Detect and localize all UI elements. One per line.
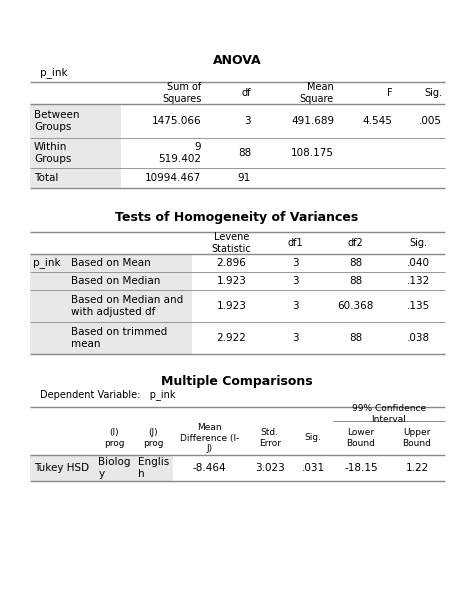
Bar <box>67 254 192 272</box>
Text: 1.923: 1.923 <box>216 301 246 311</box>
Text: Lower
Bound: Lower Bound <box>346 428 375 447</box>
Text: df2: df2 <box>348 238 364 248</box>
Text: Multiple Comparisons: Multiple Comparisons <box>161 376 313 389</box>
Text: Std.
Error: Std. Error <box>259 428 281 447</box>
Text: (J)
prog: (J) prog <box>143 428 164 447</box>
Text: -18.15: -18.15 <box>344 463 378 473</box>
Text: Upper
Bound: Upper Bound <box>402 428 431 447</box>
Text: 9
519.402: 9 519.402 <box>158 142 201 164</box>
Text: 3: 3 <box>292 276 299 286</box>
Text: Based on Median: Based on Median <box>72 276 161 286</box>
Bar <box>30 455 94 481</box>
Bar <box>67 290 192 322</box>
Text: F: F <box>387 88 392 98</box>
Text: Sum of
Squares: Sum of Squares <box>162 82 201 104</box>
Text: Dependent Variable:   p_ink: Dependent Variable: p_ink <box>40 389 175 400</box>
Bar <box>30 272 67 290</box>
Bar <box>67 272 192 290</box>
Bar <box>67 322 192 354</box>
Text: Sig.: Sig. <box>409 238 427 248</box>
Text: p_ink: p_ink <box>33 257 61 268</box>
Text: 108.175: 108.175 <box>291 148 334 158</box>
Bar <box>30 322 67 354</box>
Text: Englis
h: Englis h <box>138 457 169 479</box>
Text: 88: 88 <box>238 148 251 158</box>
Text: 3.023: 3.023 <box>255 463 284 473</box>
Text: 60.368: 60.368 <box>337 301 374 311</box>
Text: -8.464: -8.464 <box>192 463 226 473</box>
Bar <box>30 168 121 188</box>
Text: 1.923: 1.923 <box>216 276 246 286</box>
Text: Based on trimmed
mean: Based on trimmed mean <box>72 327 168 349</box>
Text: Mean
Difference (I-
J): Mean Difference (I- J) <box>180 423 239 453</box>
Bar <box>30 254 67 272</box>
Text: Tukey HSD: Tukey HSD <box>34 463 89 473</box>
Text: 91: 91 <box>238 173 251 183</box>
Text: 3: 3 <box>292 333 299 343</box>
Text: df: df <box>242 88 251 98</box>
Text: 3: 3 <box>292 301 299 311</box>
Text: Tests of Homogeneity of Variances: Tests of Homogeneity of Variances <box>115 211 359 224</box>
Text: .135: .135 <box>406 301 429 311</box>
Text: 3: 3 <box>292 258 299 268</box>
Text: .040: .040 <box>407 258 429 268</box>
Text: Mean
Square: Mean Square <box>300 82 334 104</box>
Text: .031: .031 <box>301 463 325 473</box>
Text: .132: .132 <box>406 276 429 286</box>
Text: Between
Groups: Between Groups <box>34 110 80 132</box>
Text: Sig.: Sig. <box>305 433 322 443</box>
Text: 4.545: 4.545 <box>362 116 392 126</box>
Text: 99% Confidence
Interval: 99% Confidence Interval <box>352 405 426 424</box>
Text: 88: 88 <box>349 258 363 268</box>
Text: .038: .038 <box>407 333 429 343</box>
Bar <box>30 138 121 168</box>
Bar <box>94 455 134 481</box>
Text: 2.896: 2.896 <box>216 258 246 268</box>
Text: 1475.066: 1475.066 <box>152 116 201 126</box>
Text: Biolog
y: Biolog y <box>98 457 131 479</box>
Text: df1: df1 <box>288 238 303 248</box>
Bar <box>30 104 121 138</box>
Text: .005: .005 <box>419 116 442 126</box>
Text: 88: 88 <box>349 276 363 286</box>
Text: Based on Mean: Based on Mean <box>72 258 151 268</box>
Text: Based on Median and
with adjusted df: Based on Median and with adjusted df <box>72 295 183 317</box>
Text: 491.689: 491.689 <box>291 116 334 126</box>
Text: 88: 88 <box>349 333 363 343</box>
Bar <box>30 290 67 322</box>
Text: Sig.: Sig. <box>424 88 442 98</box>
Text: (I)
prog: (I) prog <box>104 428 124 447</box>
Text: 10994.467: 10994.467 <box>145 173 201 183</box>
Text: Levene
Statistic: Levene Statistic <box>211 232 251 254</box>
Text: ANOVA: ANOVA <box>213 53 261 66</box>
Text: 3: 3 <box>245 116 251 126</box>
Text: 2.922: 2.922 <box>216 333 246 343</box>
Text: Within
Groups: Within Groups <box>34 142 72 164</box>
Bar <box>134 455 173 481</box>
Text: Total: Total <box>34 173 58 183</box>
Text: 1.22: 1.22 <box>405 463 428 473</box>
Text: p_ink: p_ink <box>40 67 68 78</box>
